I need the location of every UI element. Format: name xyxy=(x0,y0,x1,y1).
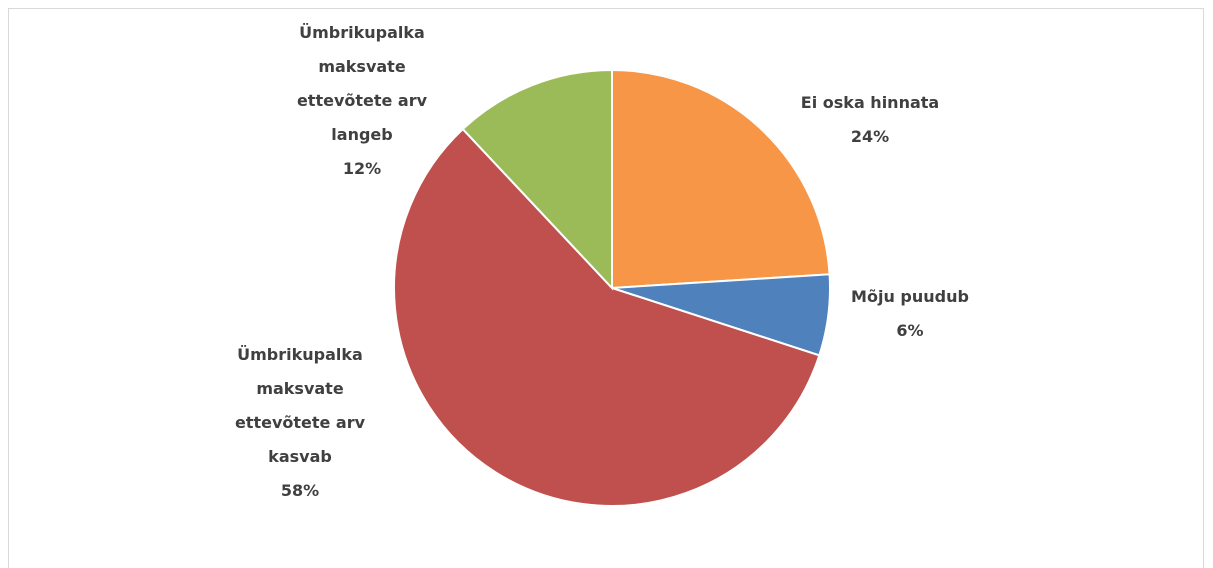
category-label: Ümbrikupalka maksvate ettevõtete arv lan… xyxy=(296,23,428,144)
data-label: Ümbrikupalka maksvate ettevõtete arv lan… xyxy=(287,16,437,186)
data-label: Ümbrikupalka maksvate ettevõtete arv kas… xyxy=(225,338,375,508)
value-label: 12% xyxy=(342,159,382,178)
value-label: 58% xyxy=(280,481,320,500)
pie-slice xyxy=(393,127,821,507)
data-label: Mõju puudub 6% xyxy=(810,280,1010,348)
value-label: 6% xyxy=(896,321,924,340)
category-label: Ümbrikupalka maksvate ettevõtete arv kas… xyxy=(234,345,366,466)
data-label: Ei oska hinnata 24% xyxy=(760,86,980,154)
pie-slice xyxy=(461,68,613,291)
category-label: Ei oska hinnata xyxy=(800,93,940,112)
chart-frame xyxy=(8,8,1204,568)
category-label: Mõju puudub xyxy=(851,287,969,306)
value-label: 24% xyxy=(850,127,890,146)
pie-slice xyxy=(611,68,831,290)
